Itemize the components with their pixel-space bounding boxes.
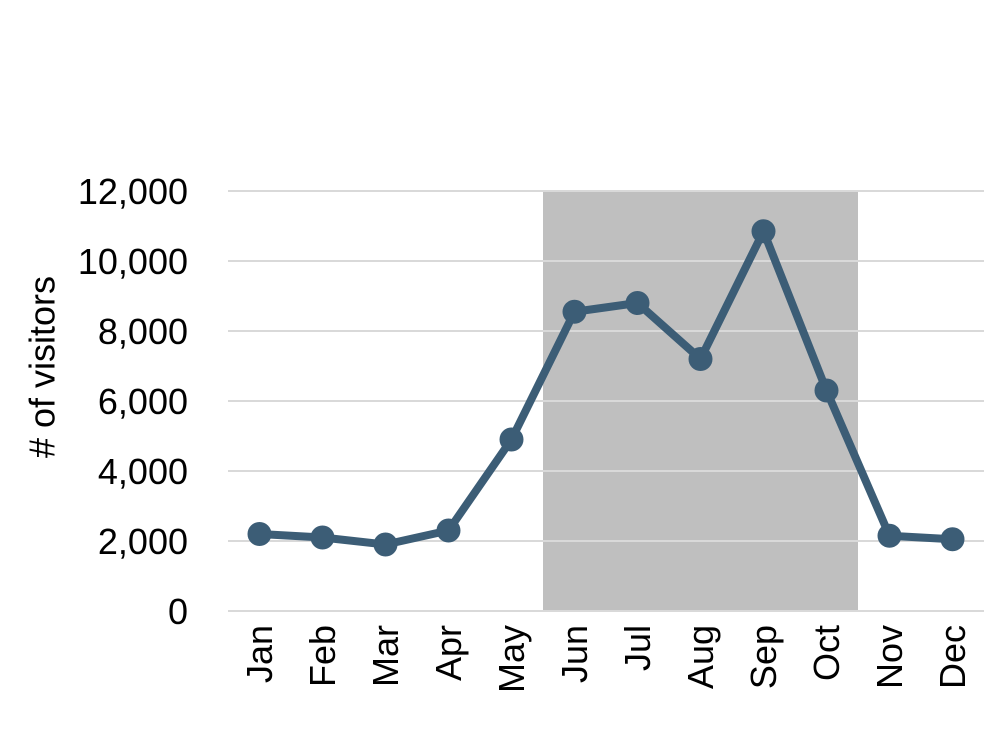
x-tick-label: Aug <box>680 625 721 689</box>
data-point <box>877 523 902 548</box>
series-layer <box>247 219 965 557</box>
x-tick-label: Jul <box>617 625 658 671</box>
y-axis: 0 2,000 4,000 6,000 8,000 10,000 12,000 <box>78 171 188 632</box>
data-point <box>751 219 776 244</box>
y-tick-label: 10,000 <box>78 241 188 282</box>
x-tick-label: Dec <box>932 625 973 689</box>
y-tick-label: 0 <box>168 591 188 632</box>
y-tick-label: 8,000 <box>98 311 188 352</box>
data-point <box>940 527 965 552</box>
y-axis-title: # of visitors <box>22 276 63 458</box>
data-point <box>373 532 398 557</box>
data-point <box>310 525 335 550</box>
y-tick-label: 12,000 <box>78 171 188 212</box>
data-point <box>688 347 713 371</box>
x-tick-label: Oct <box>806 625 847 681</box>
data-point <box>436 518 461 543</box>
x-tick-label: Jan <box>239 625 280 683</box>
x-tick-label: Jun <box>554 625 595 683</box>
data-point <box>247 522 272 546</box>
x-tick-label: Mar <box>365 625 406 687</box>
y-tick-label: 6,000 <box>98 381 188 422</box>
data-point <box>562 299 587 324</box>
data-point <box>499 427 524 452</box>
y-tick-label: 2,000 <box>98 521 188 562</box>
x-tick-label: Nov <box>869 625 910 689</box>
y-tick-label: 4,000 <box>98 451 188 492</box>
x-tick-label: May <box>491 625 532 693</box>
data-point <box>814 378 839 403</box>
x-tick-label: Sep <box>743 625 784 689</box>
x-tick-label: Feb <box>302 625 343 687</box>
x-tick-label: Apr <box>428 625 469 681</box>
data-point <box>625 291 650 315</box>
x-axis: Jan Feb Mar Apr May Jun Jul Aug Sep Oct Nov Dec <box>239 625 973 693</box>
